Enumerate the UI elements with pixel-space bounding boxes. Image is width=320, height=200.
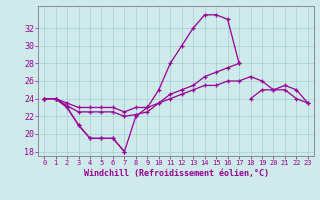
X-axis label: Windchill (Refroidissement éolien,°C): Windchill (Refroidissement éolien,°C) — [84, 169, 268, 178]
